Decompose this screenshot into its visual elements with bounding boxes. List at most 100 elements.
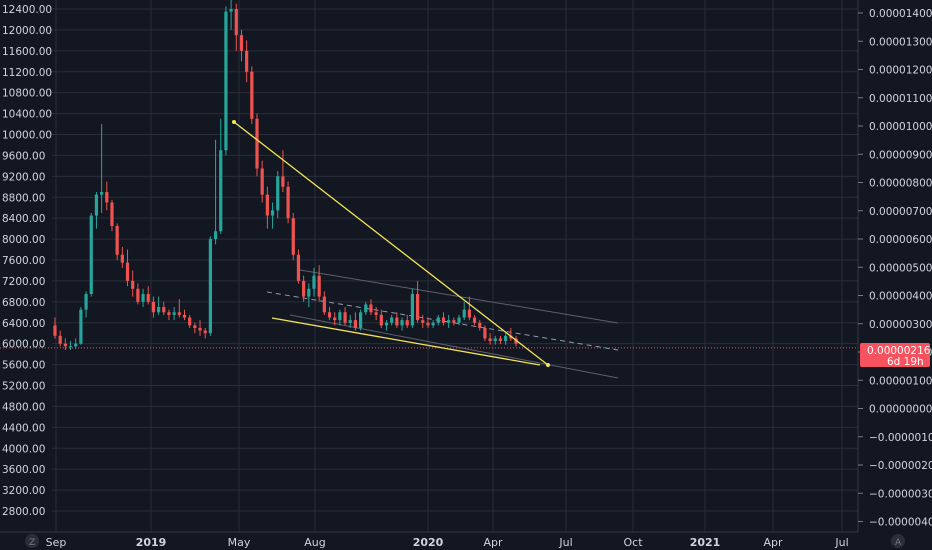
- time-tick-label: Jul: [834, 536, 848, 549]
- candle: [167, 309, 171, 321]
- candle-body: [188, 317, 192, 326]
- time-tick-label: Apr: [763, 536, 783, 549]
- candle: [359, 309, 363, 331]
- candle-body: [364, 304, 368, 313]
- candle: [312, 267, 316, 297]
- candle: [94, 192, 99, 229]
- candle-body: [177, 312, 181, 315]
- left-tick-label: 6400.00: [2, 318, 45, 330]
- candle-body: [167, 312, 171, 315]
- auto-scale-button-right[interactable]: A: [891, 534, 905, 548]
- candle: [74, 338, 78, 349]
- candle-body: [250, 71, 254, 119]
- right-axis-panel[interactable]: [858, 0, 932, 532]
- right-tick-label: 0.00000700: [869, 206, 932, 218]
- candle-body: [457, 317, 461, 323]
- price-label-value: 0.00000216: [867, 345, 931, 357]
- candle: [234, 3, 238, 51]
- candle: [162, 301, 166, 315]
- candle: [421, 314, 425, 328]
- candle-body: [58, 335, 62, 344]
- candle-body: [307, 288, 311, 297]
- candle: [229, 0, 233, 30]
- candle: [400, 317, 404, 331]
- auto-scale-button-left[interactable]: Z: [25, 534, 39, 548]
- candle-body: [296, 254, 301, 281]
- candle: [281, 150, 285, 193]
- candle: [84, 291, 88, 318]
- candle: [457, 314, 461, 326]
- candle: [296, 249, 301, 284]
- candle: [447, 314, 451, 328]
- candle-body: [509, 335, 513, 339]
- candle: [68, 341, 73, 350]
- candle-body: [488, 338, 492, 342]
- time-tick-label: 2021: [690, 536, 721, 549]
- candle: [141, 288, 145, 308]
- candle: [110, 199, 114, 232]
- candle-body: [63, 343, 67, 347]
- left-tick-label: 12000.00: [2, 25, 52, 37]
- right-tick-label: 0.00000900: [869, 149, 932, 161]
- candle: [415, 280, 420, 323]
- candle: [467, 296, 471, 321]
- candle-body: [426, 322, 430, 326]
- candle-body: [415, 293, 420, 321]
- candle-body: [172, 312, 176, 315]
- candle-body: [338, 312, 342, 321]
- candle-body: [472, 317, 477, 323]
- candle-body: [120, 254, 124, 263]
- candle: [151, 296, 156, 318]
- left-tick-label: 4000.00: [2, 443, 45, 455]
- candle: [369, 299, 373, 315]
- candle-body: [115, 226, 119, 255]
- left-tick-label: 8800.00: [2, 192, 45, 204]
- candle: [203, 327, 207, 339]
- candle: [250, 66, 254, 125]
- candle-body: [239, 35, 244, 51]
- candle: [265, 186, 269, 229]
- candles-layer: [53, 0, 518, 350]
- candle-body: [193, 325, 197, 328]
- candle: [348, 314, 352, 328]
- candle-body: [141, 293, 145, 302]
- candle-body: [100, 192, 104, 195]
- candle-body: [131, 280, 135, 289]
- right-price-axis[interactable]: 0.00001400 0.00001300 0.00001200 0.00001100…: [858, 8, 932, 529]
- trendline-layer: [232, 120, 550, 367]
- left-tick-label: 4400.00: [2, 422, 45, 434]
- right-tick-label: 0.00000400: [869, 291, 932, 303]
- candle-body: [447, 320, 451, 323]
- candle-body: [203, 330, 207, 334]
- candle-body: [260, 168, 264, 195]
- candle: [125, 249, 130, 287]
- candle-body: [213, 231, 218, 240]
- candle-body: [110, 202, 114, 227]
- candle-body: [79, 309, 83, 344]
- candle-body: [452, 320, 456, 323]
- right-tick-label: −0.00000400: [869, 517, 932, 529]
- candle-body: [245, 50, 249, 72]
- left-tick-label: 2800.00: [2, 506, 45, 518]
- candle: [115, 223, 119, 260]
- right-tick-label: 0.00001300: [869, 36, 932, 48]
- candle: [224, 6, 228, 156]
- candle: [488, 333, 492, 345]
- candle: [364, 301, 368, 315]
- plot-area[interactable]: [0, 0, 858, 379]
- left-tick-label: 10400.00: [2, 109, 52, 121]
- candle-body: [369, 304, 373, 313]
- time-axis-panel[interactable]: [0, 532, 932, 550]
- candle-body: [374, 312, 378, 315]
- candle-body: [343, 312, 347, 323]
- candle: [105, 181, 109, 211]
- candle-body: [333, 317, 337, 321]
- trendline-anchor: [546, 363, 550, 367]
- candle: [317, 265, 321, 302]
- candle-body: [302, 280, 306, 297]
- candle-body: [395, 317, 399, 326]
- candle-body: [182, 314, 187, 318]
- candle-body: [359, 312, 363, 328]
- candle: [302, 275, 306, 302]
